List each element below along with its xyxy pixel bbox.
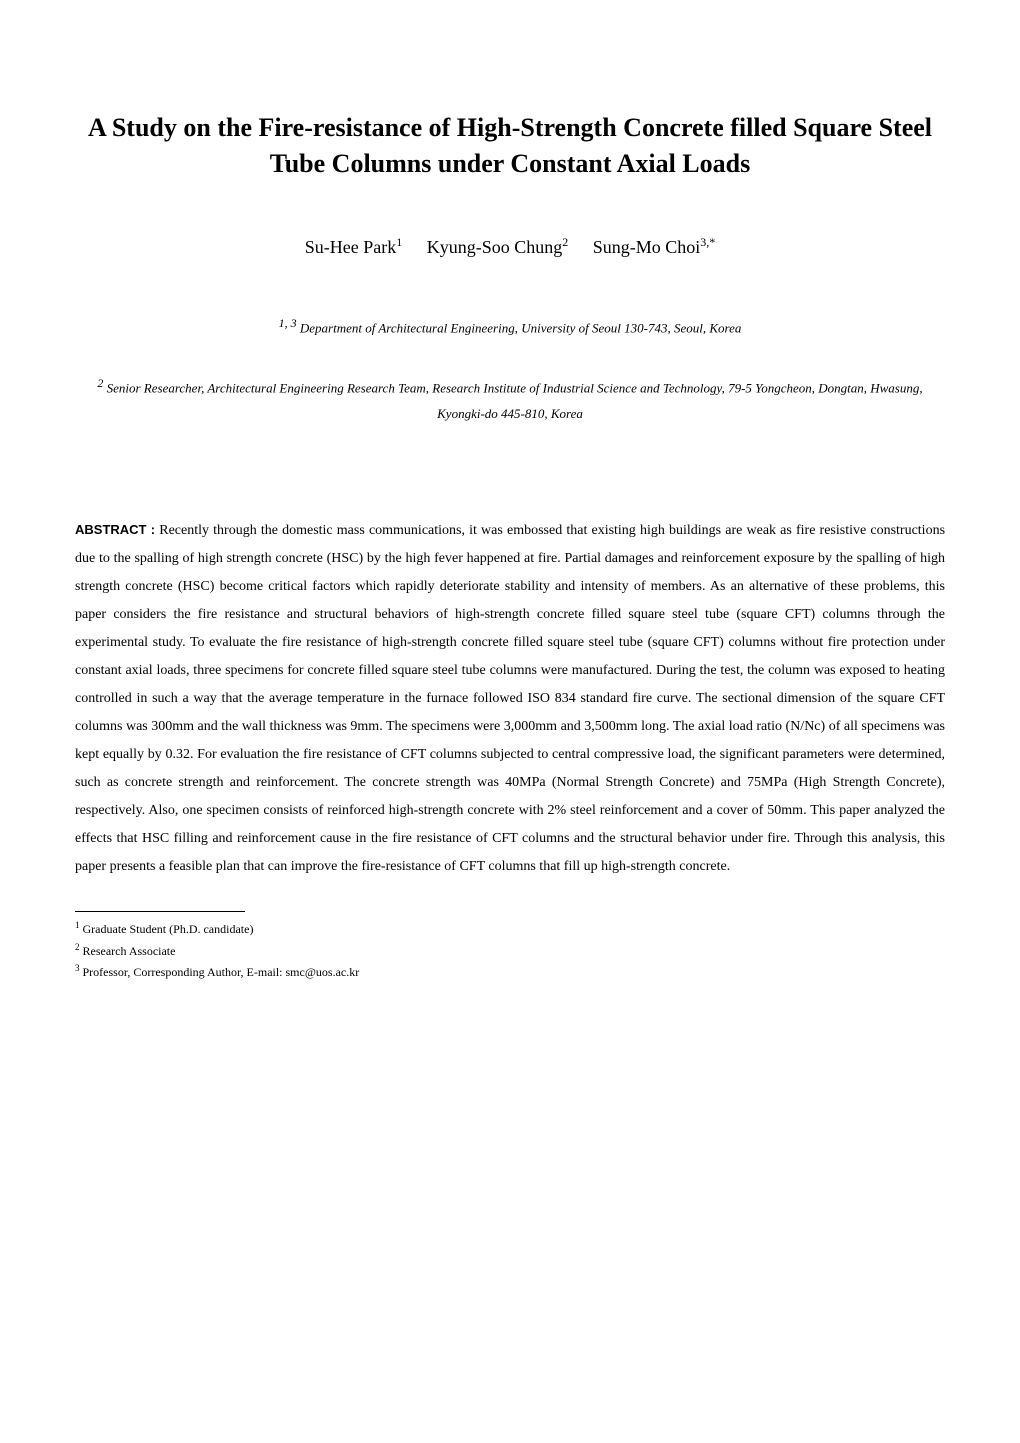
author-2: Kyung-Soo Chung2	[427, 237, 573, 257]
footnote-2-sup: 2	[75, 942, 80, 952]
affiliation-2-text: Senior Researcher, Architectural Enginee…	[107, 380, 923, 421]
affiliation-2: 2 Senior Researcher, Architectural Engin…	[75, 371, 945, 427]
affiliation-1-text: Department of Architectural Engineering,…	[300, 320, 741, 335]
footnote-1-text: Graduate Student (Ph.D. candidate)	[83, 922, 254, 936]
footnote-2: 2 Research Associate	[75, 940, 945, 961]
author-2-sup: 2	[562, 235, 568, 249]
abstract-section: ABSTRACT : Recently through the domestic…	[75, 517, 945, 881]
footnote-2-text: Research Associate	[83, 944, 176, 958]
author-3: Sung-Mo Choi3,*	[593, 237, 716, 257]
footnote-separator	[75, 911, 245, 912]
authors-line: Su-Hee Park1 Kyung-Soo Chung2 Sung-Mo Ch…	[75, 233, 945, 261]
footnote-3-sup: 3	[75, 963, 80, 973]
author-2-name: Kyung-Soo Chung	[427, 237, 563, 257]
paper-title: A Study on the Fire-resistance of High-S…	[75, 110, 945, 183]
footnote-1: 1 Graduate Student (Ph.D. candidate)	[75, 918, 945, 939]
author-3-name: Sung-Mo Choi	[593, 237, 701, 257]
affiliation-2-sup: 2	[97, 376, 103, 390]
footnote-3: 3 Professor, Corresponding Author, E-mai…	[75, 961, 945, 982]
footnote-3-text: Professor, Corresponding Author, E-mail:…	[83, 965, 360, 979]
abstract-label: ABSTRACT :	[75, 522, 155, 537]
footnote-1-sup: 1	[75, 920, 80, 930]
affiliation-1: 1, 3 Department of Architectural Enginee…	[75, 311, 945, 341]
author-1: Su-Hee Park1	[305, 237, 407, 257]
abstract-text: Recently through the domestic mass commu…	[75, 523, 945, 874]
author-1-sup: 1	[396, 235, 402, 249]
affiliation-1-sup: 1, 3	[279, 316, 297, 330]
author-3-sup: 3,*	[700, 235, 715, 249]
author-1-name: Su-Hee Park	[305, 237, 396, 257]
